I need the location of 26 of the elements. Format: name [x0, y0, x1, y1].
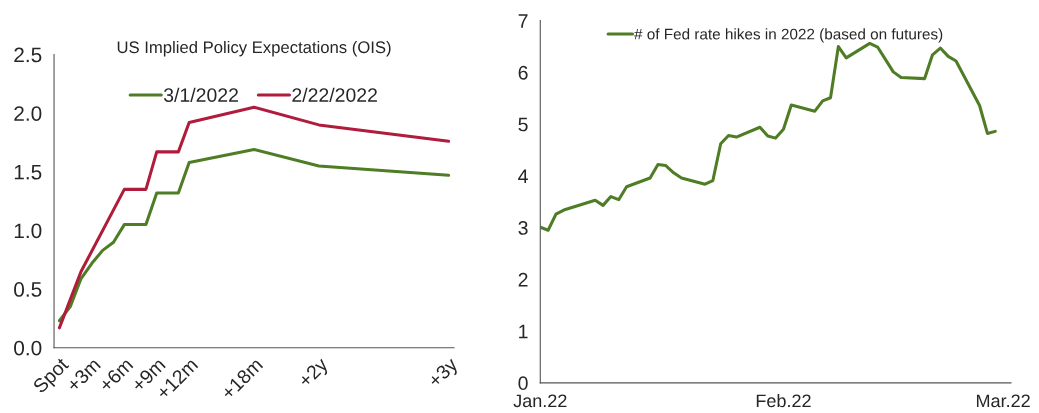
y-tick-label: 1.0 — [14, 223, 42, 239]
y-tick-label: 0.0 — [14, 340, 42, 356]
legend-label: # of Fed rate hikes in 2022 (based on futures) — [634, 28, 943, 43]
y-tick-label: 4 — [518, 169, 528, 183]
x-tick-label: Feb.22 — [756, 393, 811, 408]
x-tick-label: +3y — [427, 356, 462, 391]
line-series — [57, 147, 451, 323]
y-tick-label: 7 — [518, 14, 528, 28]
line-series — [540, 41, 997, 232]
y-tick-label: 2 — [518, 272, 528, 287]
line-series — [57, 105, 451, 330]
legend-label: 3/1/2022 — [163, 87, 238, 102]
y-tick-label: 0 — [518, 376, 528, 391]
y-tick-label: 1.5 — [14, 165, 42, 180]
y-tick-label: 6 — [518, 65, 528, 80]
y-tick-label: 5 — [518, 117, 528, 132]
y-tick-label: 2.0 — [14, 106, 42, 121]
chart-title: US Implied Policy Expectations (OIS) — [117, 40, 391, 57]
y-tick-label: 2.5 — [14, 47, 42, 63]
x-tick-label: Jan.22 — [513, 394, 567, 408]
y-tick-label: 3 — [518, 221, 528, 235]
x-tick-label: Mar.22 — [976, 394, 1030, 408]
y-tick-label: 1 — [519, 324, 528, 339]
y-tick-label: 0.5 — [14, 282, 42, 297]
x-tick-label: +2y — [297, 356, 332, 391]
legend-label: 2/22/2022 — [292, 87, 377, 102]
